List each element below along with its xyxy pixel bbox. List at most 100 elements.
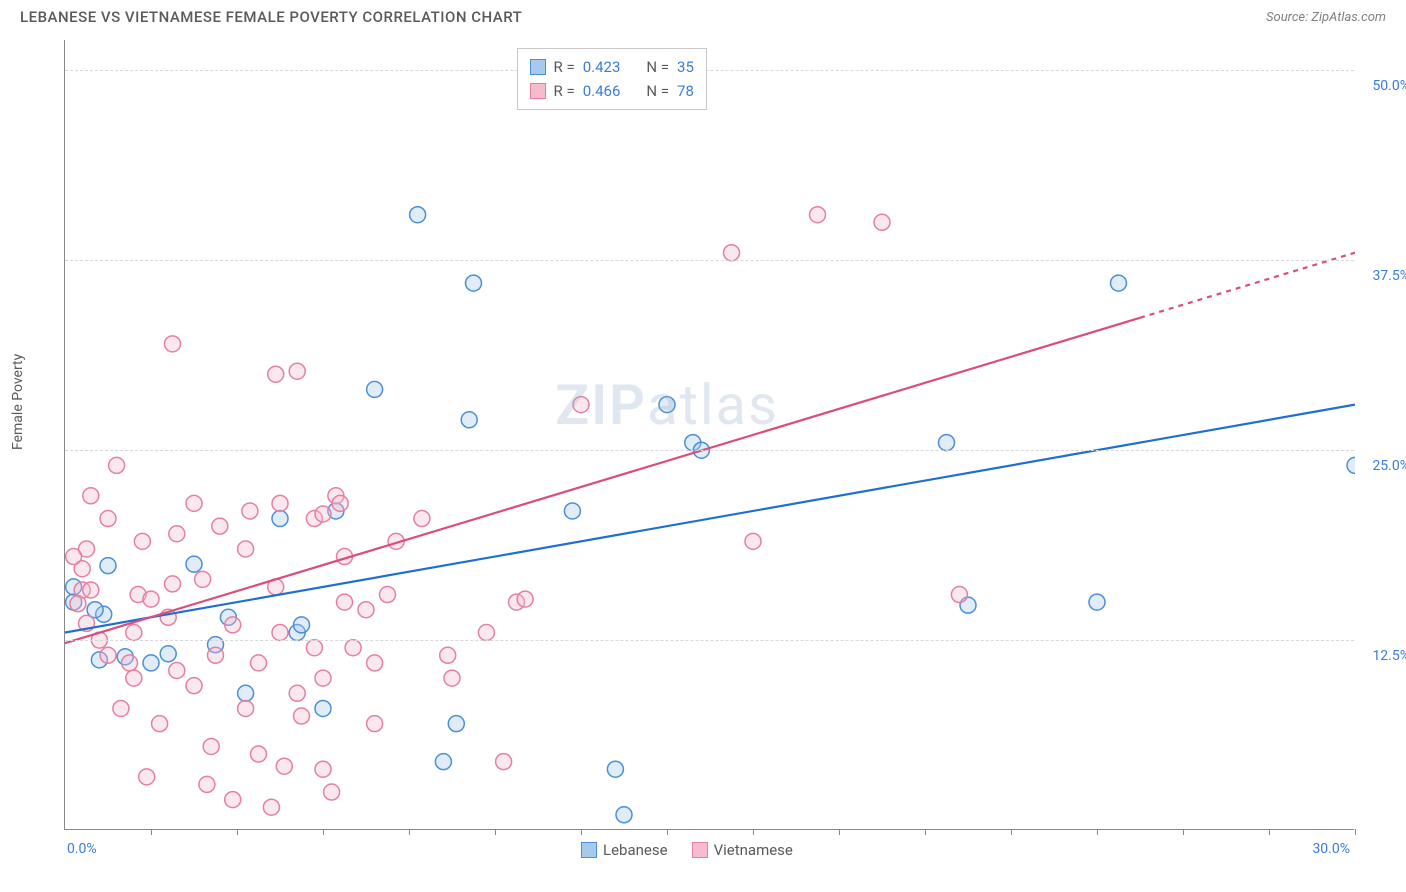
scatter-point [315, 506, 331, 522]
scatter-point [143, 591, 159, 607]
x-tick [839, 829, 840, 835]
trend-line [65, 318, 1140, 643]
scatter-point [272, 625, 288, 641]
scatter-point [100, 558, 116, 574]
scatter-point [1089, 594, 1105, 610]
scatter-point [186, 556, 202, 572]
scatter-point [414, 511, 430, 527]
y-tick-label: 50.0% [1372, 78, 1406, 94]
grid-line [65, 260, 1354, 261]
scatter-point [332, 495, 348, 511]
scatter-point [83, 582, 99, 598]
scatter-point [461, 412, 477, 428]
x-tick [1269, 829, 1270, 835]
legend-item: Lebanese [581, 841, 668, 859]
scatter-point [100, 511, 116, 527]
x-tick [1011, 829, 1012, 835]
stat-r-value: 0.466 [583, 79, 621, 103]
scatter-point [1111, 275, 1127, 291]
scatter-point [165, 576, 181, 592]
scatter-point [324, 784, 340, 800]
scatter-point [444, 670, 460, 686]
legend-label: Lebanese [603, 841, 668, 859]
stats-row: R =0.466N =78 [530, 79, 694, 103]
scatter-point [134, 533, 150, 549]
scatter-point [435, 754, 451, 770]
scatter-point [951, 587, 967, 603]
scatter-point [165, 336, 181, 352]
y-tick-label: 37.5% [1372, 268, 1406, 284]
series-legend: Lebanese Vietnamese [581, 841, 793, 859]
chart-header: LEBANESE VS VIETNAMESE FEMALE POVERTY CO… [0, 0, 1406, 30]
scatter-point [100, 647, 116, 663]
x-tick [1183, 829, 1184, 835]
scatter-point [724, 245, 740, 261]
scatter-point [225, 617, 241, 633]
scatter-point [122, 655, 138, 671]
scatter-point [367, 655, 383, 671]
scatter-point [199, 776, 215, 792]
legend-swatch [581, 842, 597, 858]
stat-n-value: 78 [677, 79, 694, 103]
scatter-point [294, 708, 310, 724]
scatter-point [139, 769, 155, 785]
scatter-point [238, 685, 254, 701]
scatter-point [195, 571, 211, 587]
y-axis-label: Female Poverty [10, 354, 26, 450]
scatter-point [289, 363, 305, 379]
x-tick [495, 829, 496, 835]
series-swatch [530, 83, 546, 99]
grid-line [65, 70, 1354, 71]
scatter-point [315, 761, 331, 777]
series-swatch [530, 59, 546, 75]
x-tick [753, 829, 754, 835]
x-tick [667, 829, 668, 835]
y-tick-label: 25.0% [1372, 458, 1406, 474]
x-tick [237, 829, 238, 835]
scatter-point [367, 716, 383, 732]
legend-swatch [692, 842, 708, 858]
scatter-point [276, 758, 292, 774]
scatter-point [66, 549, 82, 565]
scatter-point [83, 488, 99, 504]
stat-n-value: 35 [677, 55, 694, 79]
scatter-point [126, 625, 142, 641]
x-tick [1097, 829, 1098, 835]
scatter-point [251, 655, 267, 671]
scatter-point [358, 602, 374, 618]
scatter-point [143, 655, 159, 671]
scatter-point [448, 716, 464, 732]
scatter-point [745, 533, 761, 549]
scatter-point [939, 435, 955, 451]
scatter-point [315, 670, 331, 686]
legend-item: Vietnamese [692, 841, 793, 859]
correlation-stats-box: R =0.423N =35R =0.466N =78 [517, 48, 707, 110]
scatter-point [315, 700, 331, 716]
stat-r-value: 0.423 [583, 55, 621, 79]
x-tick [409, 829, 410, 835]
scatter-point [367, 381, 383, 397]
scatter-point [607, 761, 623, 777]
scatter-point [294, 617, 310, 633]
scatter-point [186, 495, 202, 511]
grid-line [65, 640, 1354, 641]
x-tick-label: 0.0% [67, 841, 97, 857]
scatter-point [70, 596, 86, 612]
scatter-point [160, 646, 176, 662]
scatter-point [186, 678, 202, 694]
scatter-point [1347, 457, 1355, 473]
plot-area: ZIPatlas R =0.423N =35R =0.466N =78 Leba… [64, 40, 1354, 830]
scatter-point [152, 716, 168, 732]
stat-n-label: N = [646, 79, 669, 103]
chart-title: LEBANESE VS VIETNAMESE FEMALE POVERTY CO… [20, 8, 522, 26]
scatter-point [810, 207, 826, 223]
scatter-point [203, 738, 219, 754]
scatter-point [564, 503, 580, 519]
scatter-point [440, 647, 456, 663]
scatter-point [496, 754, 512, 770]
x-tick [323, 829, 324, 835]
scatter-point [272, 495, 288, 511]
scatter-point [517, 591, 533, 607]
scatter-point [268, 366, 284, 382]
scatter-point [345, 640, 361, 656]
